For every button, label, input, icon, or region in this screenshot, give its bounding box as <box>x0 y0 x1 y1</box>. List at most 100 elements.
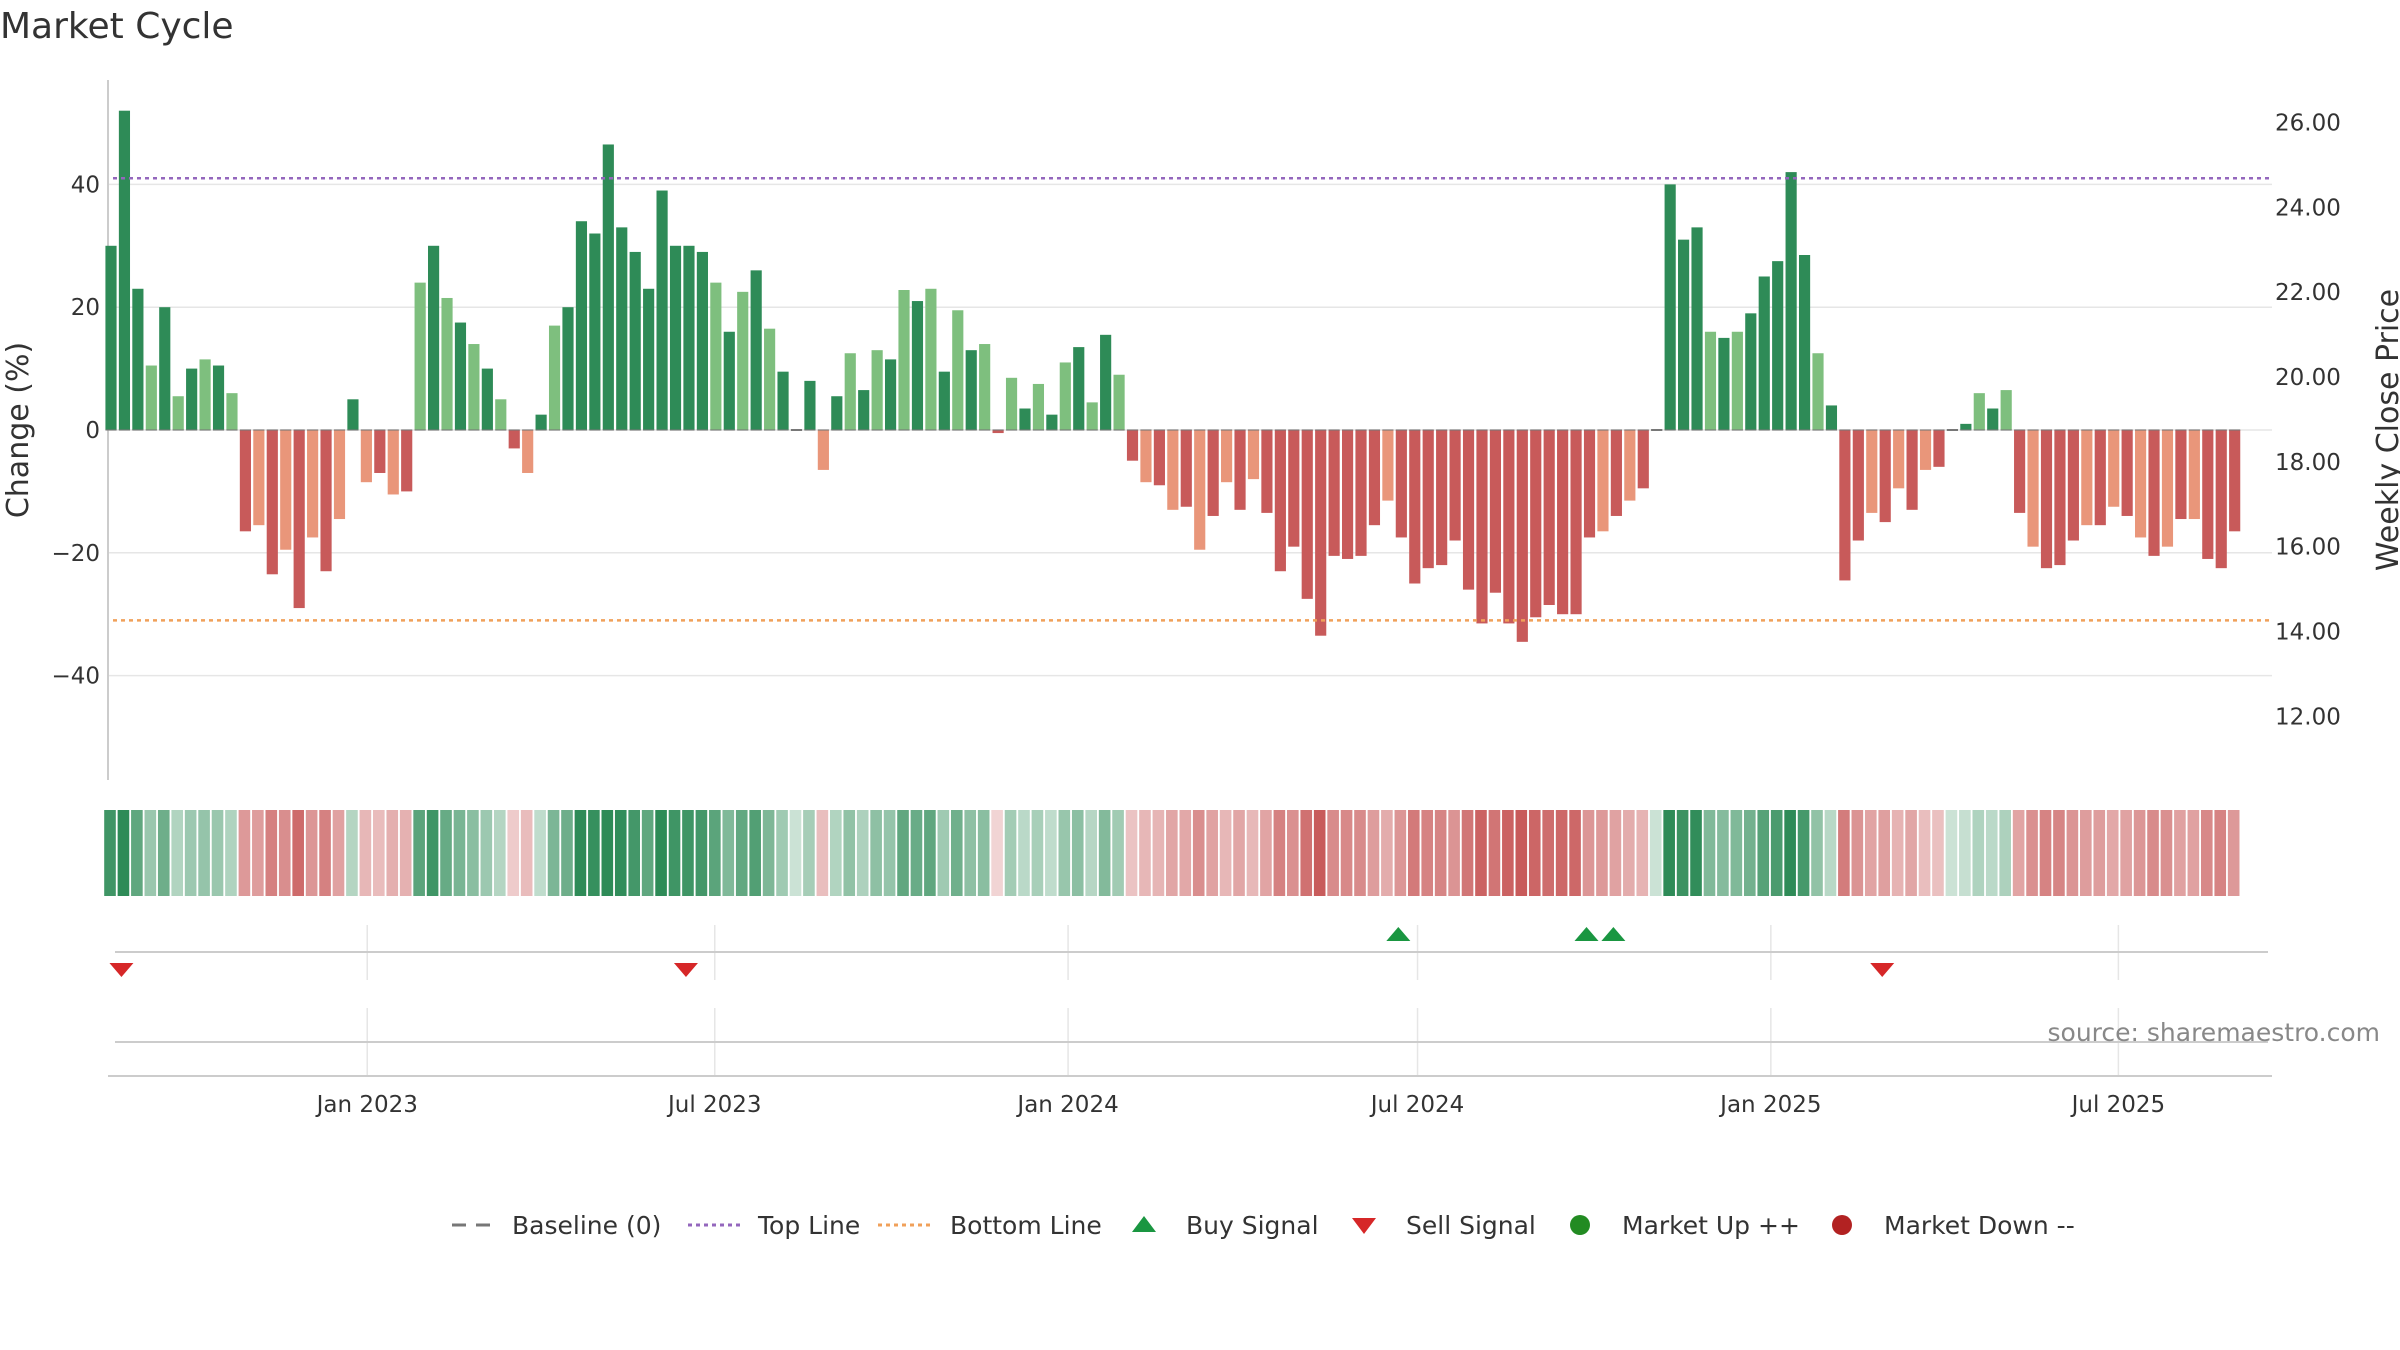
bar <box>831 396 843 430</box>
heat-cell <box>1125 810 1138 896</box>
bar <box>387 430 399 495</box>
heat-cell <box>1018 810 1030 896</box>
heat-cell <box>238 810 251 896</box>
heat-cell <box>937 810 950 896</box>
heat-cell <box>709 810 721 896</box>
heat-cell <box>1636 810 1649 896</box>
heat-cell <box>265 810 278 896</box>
heat-cell <box>588 810 600 896</box>
heat-cell <box>1972 810 1985 896</box>
heat-cell <box>1690 810 1702 896</box>
x-tick-label: Jan 2025 <box>1718 1092 1821 1118</box>
bar <box>1019 408 1031 430</box>
heat-cell <box>1327 810 1339 896</box>
bar <box>1005 377 1018 430</box>
heat-cell <box>910 810 923 896</box>
heat-cell <box>1260 810 1272 896</box>
bar <box>1758 276 1770 430</box>
bar <box>616 227 628 430</box>
legend-swatch-buy <box>1132 1216 1156 1232</box>
bar <box>1798 255 1811 430</box>
heat-strip <box>104 810 2240 896</box>
bar <box>360 430 372 483</box>
bar <box>1462 430 1475 590</box>
bar <box>1409 430 1421 584</box>
heat-cell <box>1502 810 1514 896</box>
bar <box>629 251 641 430</box>
bar <box>2054 430 2066 566</box>
heat-cell <box>1891 810 1904 896</box>
heat-cell <box>964 810 977 896</box>
bar <box>1839 430 1851 581</box>
bar <box>1436 430 1448 566</box>
bar <box>414 282 426 430</box>
bar <box>1583 430 1596 538</box>
bar <box>1489 430 1502 593</box>
legend-label: Buy Signal <box>1186 1211 1319 1240</box>
bar <box>1691 227 1703 430</box>
bar <box>186 368 198 430</box>
bar <box>710 282 722 430</box>
heat-cell <box>1340 810 1353 896</box>
bar <box>952 310 964 430</box>
bar <box>1341 430 1354 559</box>
heat-cell <box>547 810 560 896</box>
bar <box>562 307 574 430</box>
bar <box>495 399 507 430</box>
heat-cell <box>1273 810 1286 896</box>
x-tick-label: Jan 2023 <box>315 1092 418 1118</box>
bar <box>723 331 735 430</box>
bar <box>1247 430 1260 480</box>
heat-cell <box>440 810 452 896</box>
x-tick-label: Jan 2024 <box>1015 1092 1118 1118</box>
bar <box>696 251 708 430</box>
bar <box>226 393 238 430</box>
heat-cell <box>467 810 479 896</box>
bar <box>2121 430 2133 516</box>
heat-cell <box>1407 810 1420 896</box>
bar <box>2067 430 2079 541</box>
heat-cell <box>1932 810 1944 896</box>
bar <box>1664 184 1676 430</box>
bar <box>118 110 131 430</box>
heat-cell <box>305 810 318 896</box>
heat-cell <box>2012 810 2025 896</box>
heat-cell <box>574 810 587 896</box>
heat-cell <box>1999 810 2011 896</box>
bar <box>1140 430 1152 483</box>
heat-cell <box>1663 810 1675 896</box>
chart-title: Market Cycle <box>0 6 234 47</box>
bar <box>374 430 386 473</box>
sell-signal-marker <box>1870 963 1895 977</box>
heat-cell <box>1555 810 1568 896</box>
heat-cell <box>1152 810 1165 896</box>
y-tick-label-left: 20 <box>71 295 100 321</box>
heat-cell <box>883 810 896 896</box>
bar <box>1960 423 1972 430</box>
heat-cell <box>1623 810 1635 896</box>
legend-item: Market Down -- <box>1832 1211 2075 1240</box>
heat-cell <box>292 810 304 896</box>
heat-cell <box>870 810 882 896</box>
bar <box>979 344 991 430</box>
heat-cell <box>682 810 694 896</box>
heat-cell <box>131 810 143 896</box>
bar <box>428 245 440 430</box>
heat-cell <box>1515 810 1528 896</box>
bar <box>2081 430 2093 526</box>
heat-cell <box>2066 810 2079 896</box>
heat-cell <box>2147 810 2159 896</box>
bar <box>1516 430 1528 642</box>
heat-cell <box>278 810 291 896</box>
bar <box>2094 430 2106 526</box>
bar <box>1422 430 1434 569</box>
buy-signal-marker <box>1386 927 1411 941</box>
bar <box>844 353 856 430</box>
heat-cell <box>171 810 184 896</box>
heat-cell <box>1985 810 1998 896</box>
bar <box>320 430 332 572</box>
heat-cell <box>1959 810 1971 896</box>
heat-cell <box>950 810 963 896</box>
bar <box>804 380 816 430</box>
heat-cell <box>695 810 708 896</box>
